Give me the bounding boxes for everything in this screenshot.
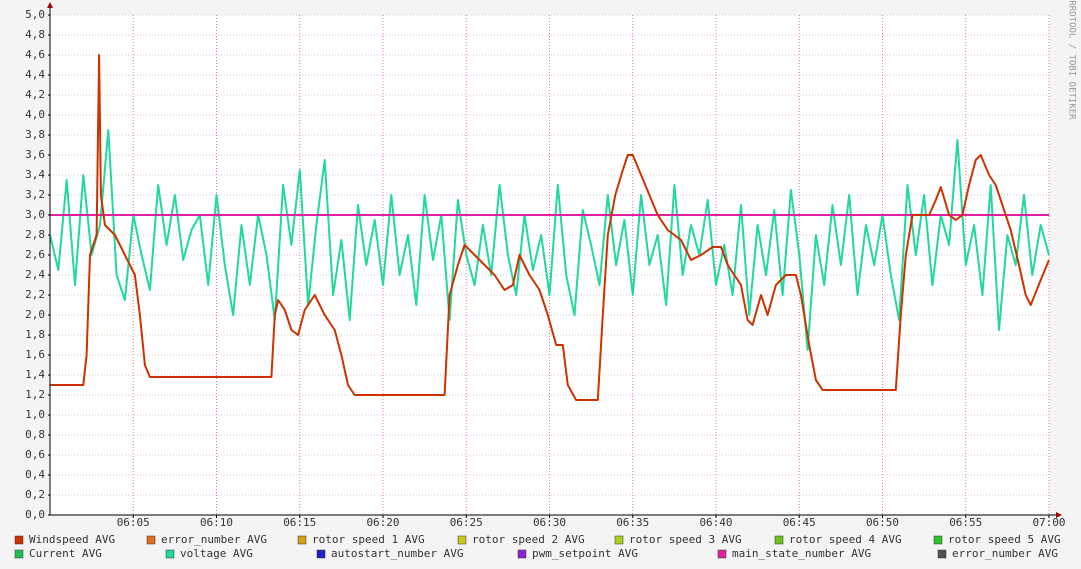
- x-tick-label: 06:55: [949, 516, 982, 529]
- legend-label: rotor speed 4 AVG: [789, 533, 902, 546]
- legend-label: pwm_setpoint AVG: [532, 547, 638, 560]
- legend-label: autostart_number AVG: [331, 547, 463, 560]
- x-tick-label: 06:30: [533, 516, 566, 529]
- legend-swatch: [14, 535, 24, 545]
- y-tick-label: 4,8: [25, 28, 45, 41]
- x-tick-label: 06:40: [699, 516, 732, 529]
- x-tick-label: 06:45: [783, 516, 816, 529]
- y-arrow: [47, 2, 53, 8]
- legend-swatch: [316, 549, 326, 559]
- y-tick-label: 0,4: [25, 468, 45, 481]
- y-tick-label: 0,8: [25, 428, 45, 441]
- legend-label: error_number AVG: [952, 547, 1058, 560]
- legend-swatch: [517, 549, 527, 559]
- legend-swatch: [933, 535, 943, 545]
- x-tick-label: 07:00: [1032, 516, 1065, 529]
- legend-swatch: [165, 549, 175, 559]
- legend-label: error_number AVG: [161, 533, 267, 546]
- y-tick-label: 2,6: [25, 248, 45, 261]
- legend-swatch: [717, 549, 727, 559]
- x-arrow: [1056, 512, 1062, 518]
- series-line: [50, 54, 1050, 401]
- watermark: RRDTOOL / TOBI OETIKER: [1067, 0, 1077, 120]
- x-tick-label: 06:15: [283, 516, 316, 529]
- y-tick-label: 3,8: [25, 128, 45, 141]
- legend-label: rotor speed 3 AVG: [629, 533, 742, 546]
- y-tick-label: 5,0: [25, 8, 45, 21]
- legend-label: voltage AVG: [180, 547, 253, 560]
- legend-swatch: [14, 549, 24, 559]
- y-tick-label: 1,2: [25, 388, 45, 401]
- x-tick-label: 06:25: [450, 516, 483, 529]
- legend-swatch: [774, 535, 784, 545]
- x-tick-label: 06:05: [117, 516, 150, 529]
- legend-swatch: [457, 535, 467, 545]
- legend-swatch: [297, 535, 307, 545]
- y-tick-label: 4,6: [25, 48, 45, 61]
- y-tick-label: 4,2: [25, 88, 45, 101]
- legend-label: rotor speed 5 AVG: [948, 533, 1061, 546]
- y-tick-label: 2,8: [25, 228, 45, 241]
- legend-label: Current AVG: [29, 547, 102, 560]
- legend-swatch: [937, 549, 947, 559]
- y-tick-label: 0,6: [25, 448, 45, 461]
- y-tick-label: 3,2: [25, 188, 45, 201]
- legend-swatch: [146, 535, 156, 545]
- y-tick-label: 3,0: [25, 208, 45, 221]
- y-tick-label: 1,8: [25, 328, 45, 341]
- legend-label: rotor speed 2 AVG: [472, 533, 585, 546]
- y-tick-label: 4,0: [25, 108, 45, 121]
- y-tick-label: 3,4: [25, 168, 45, 181]
- y-tick-label: 2,2: [25, 288, 45, 301]
- legend-label: main_state_number AVG: [732, 547, 871, 560]
- x-tick-label: 06:35: [616, 516, 649, 529]
- x-tick-label: 06:20: [366, 516, 399, 529]
- y-tick-label: 2,0: [25, 308, 45, 321]
- y-tick-label: 3,6: [25, 148, 45, 161]
- x-tick-label: 06:10: [200, 516, 233, 529]
- legend-label: Windspeed AVG: [29, 533, 115, 546]
- legend-label: rotor speed 1 AVG: [312, 533, 425, 546]
- x-tick-label: 06:50: [866, 516, 899, 529]
- y-tick-label: 0,0: [25, 508, 45, 521]
- legend-swatch: [614, 535, 624, 545]
- y-tick-label: 2,4: [25, 268, 45, 281]
- y-tick-label: 4,4: [25, 68, 45, 81]
- y-tick-label: 0,2: [25, 488, 45, 501]
- y-tick-label: 1,6: [25, 348, 45, 361]
- y-tick-label: 1,0: [25, 408, 45, 421]
- y-tick-label: 1,4: [25, 368, 45, 381]
